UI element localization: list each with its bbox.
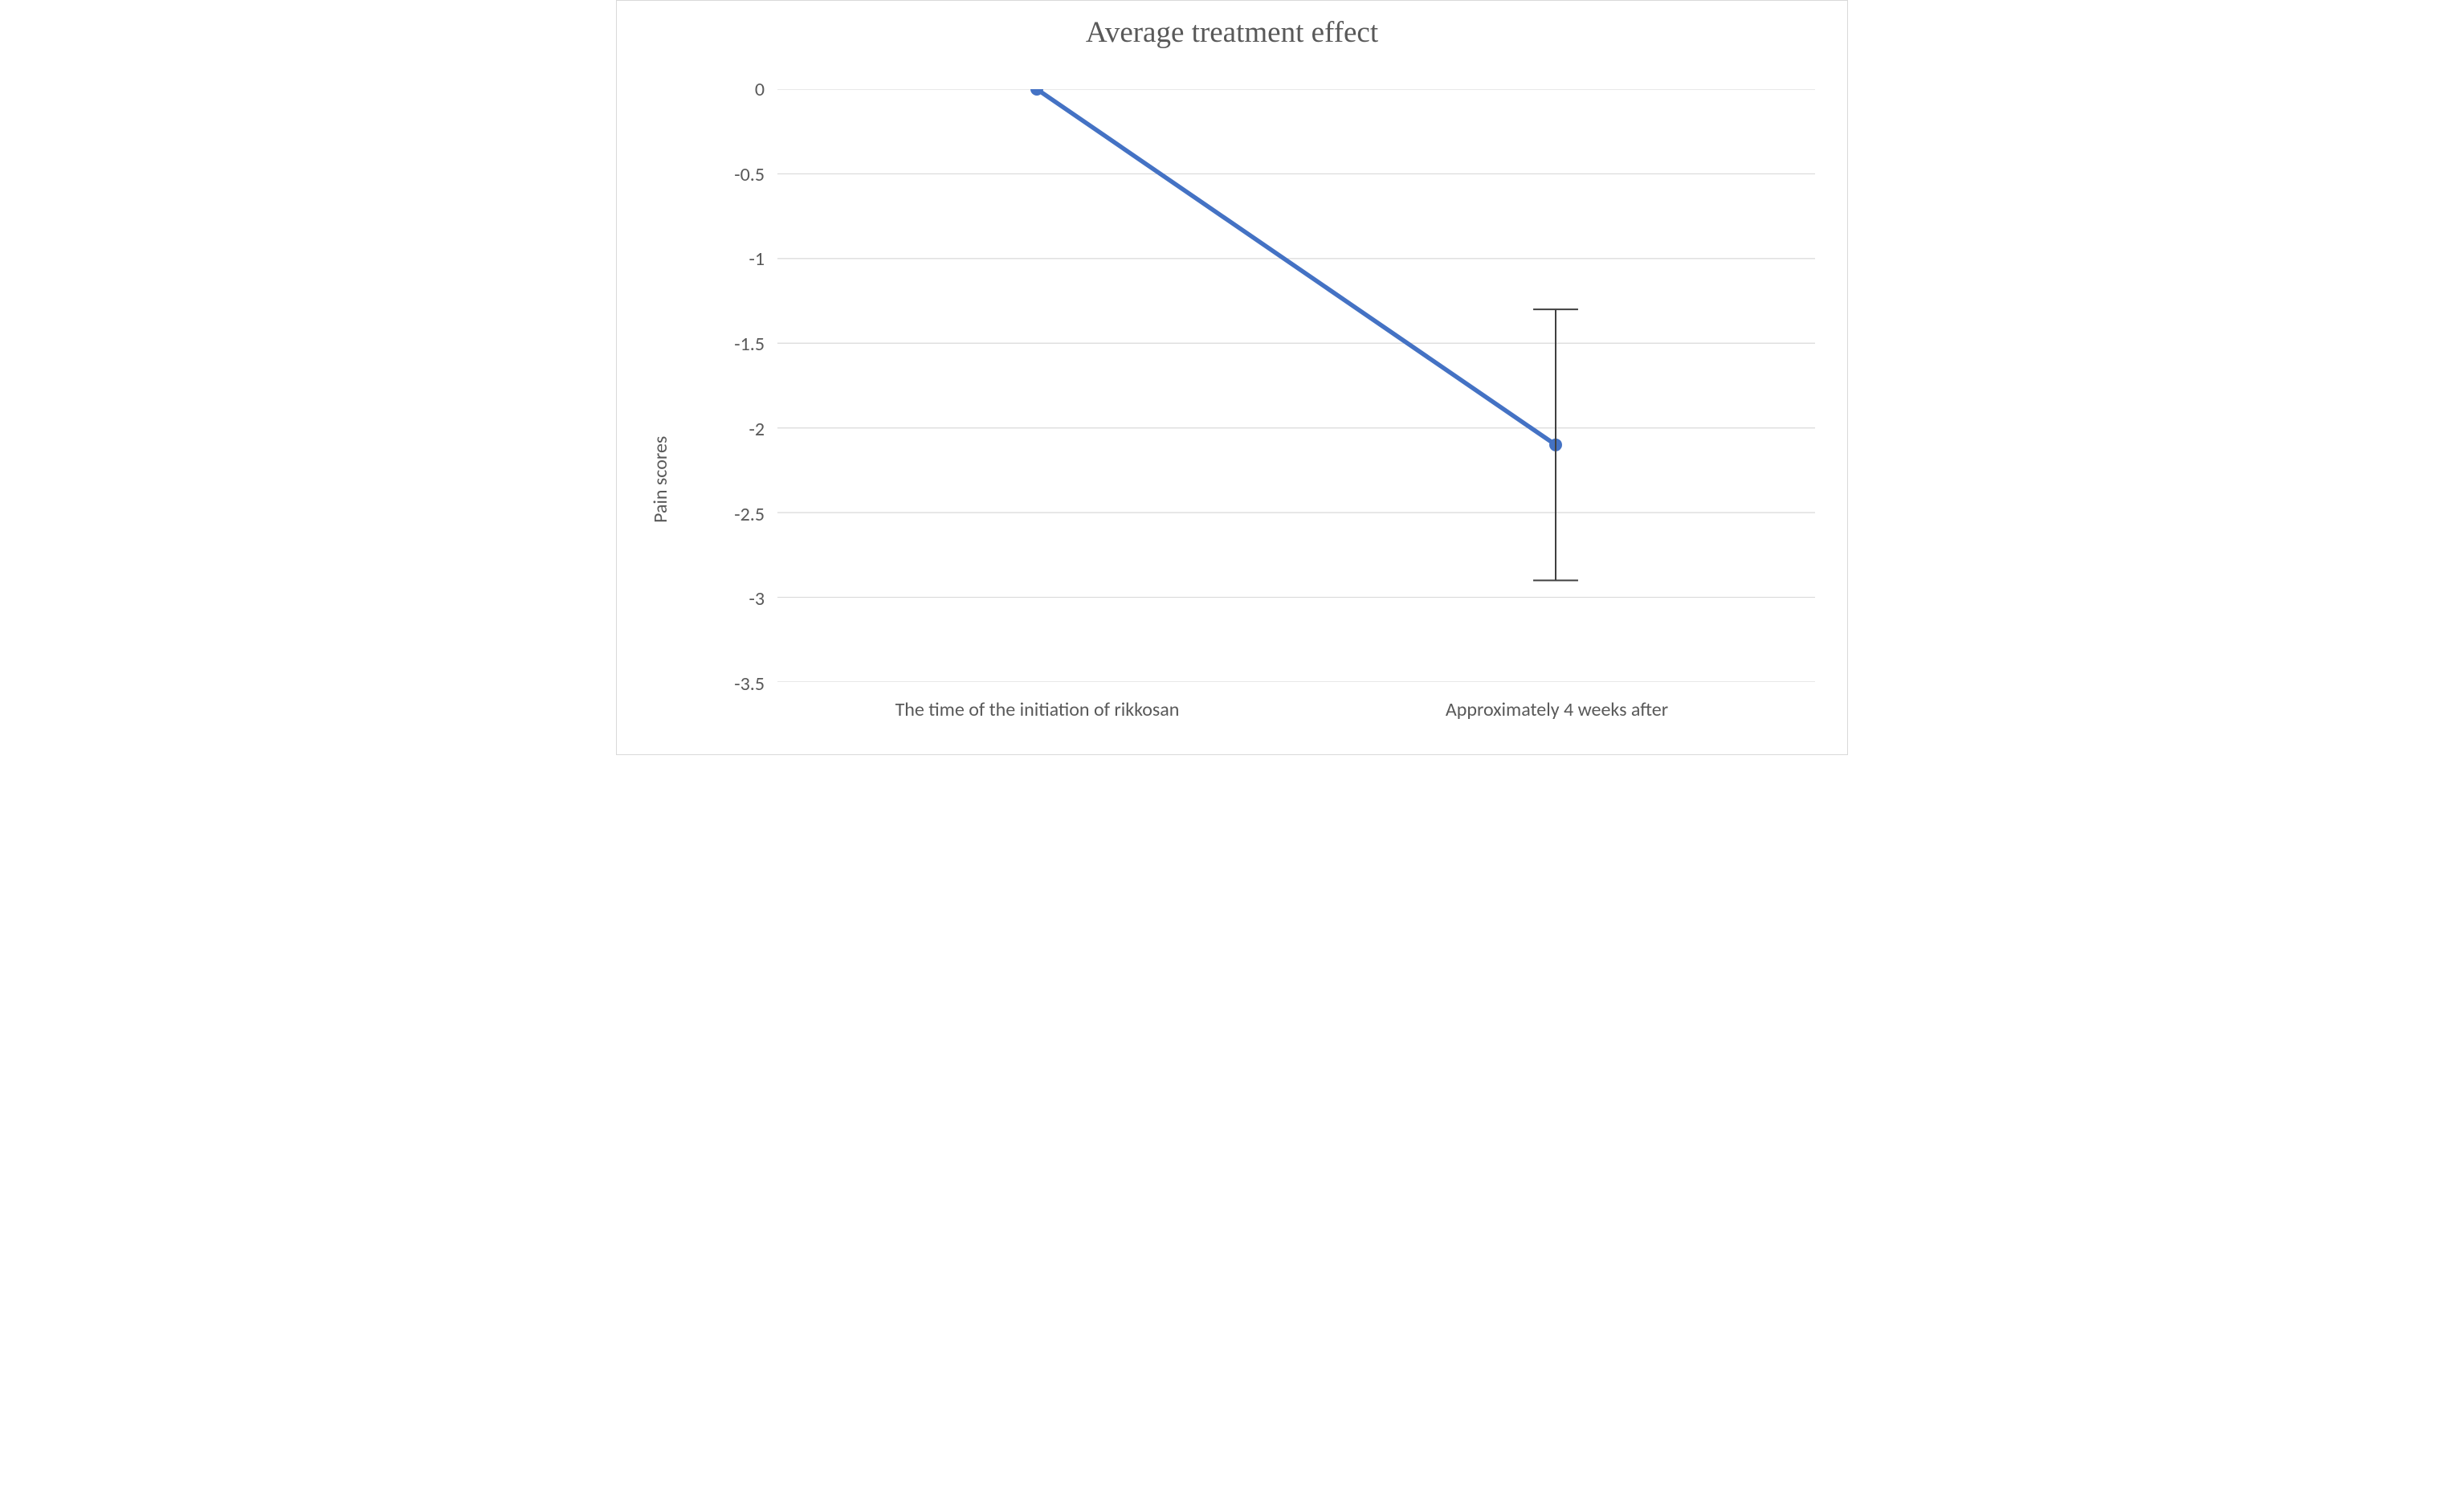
x-category-label: The time of the initiation of rikkosan <box>797 698 1279 721</box>
y-tick-label: -0.5 <box>700 163 765 186</box>
y-axis-label: Pain scores <box>649 315 672 523</box>
x-category-label: Approximately 4 weeks after <box>1316 698 1798 721</box>
y-tick-label: -1.5 <box>700 333 765 356</box>
y-tick-label: -2.5 <box>700 503 765 526</box>
plot-svg <box>777 89 1815 682</box>
y-tick-label: 0 <box>700 78 765 101</box>
y-tick-label: -2 <box>700 418 765 441</box>
chart-container: Average treatment effect Pain scores 0 -0… <box>616 0 1848 755</box>
y-tick-label: -3 <box>700 587 765 611</box>
plot-area <box>777 89 1815 682</box>
y-tick-label: -3.5 <box>700 672 765 696</box>
y-tick-label: -1 <box>700 247 765 271</box>
chart-title: Average treatment effect <box>617 15 1847 50</box>
